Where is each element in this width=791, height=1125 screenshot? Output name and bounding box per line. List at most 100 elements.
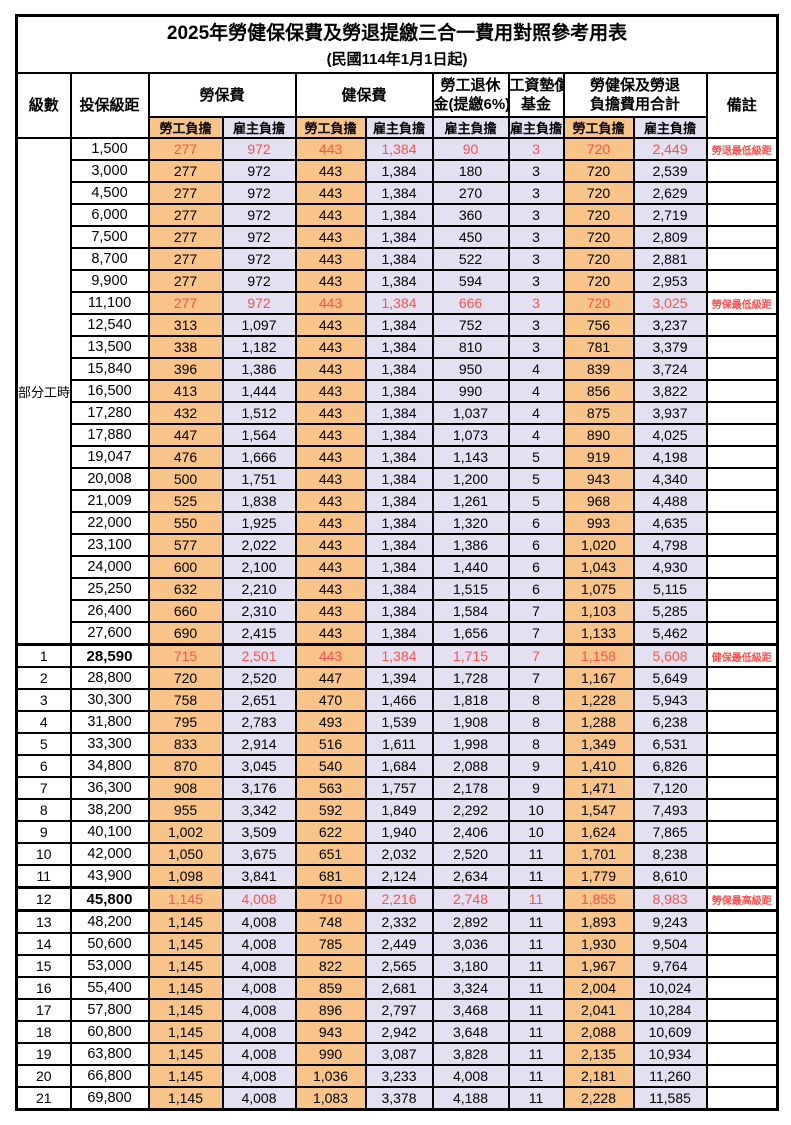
wage-fund-employer-cell: 5 — [507, 445, 565, 469]
pension-employer-cell: 3,036 — [431, 932, 510, 956]
remark-cell — [705, 445, 779, 469]
health-ins-employee-cell: 540 — [294, 754, 367, 778]
labor-ins-employer-cell: 1,751 — [221, 467, 297, 491]
pension-employer-cell: 1,515 — [431, 577, 510, 601]
health-ins-employee-cell: 443 — [294, 137, 367, 161]
pension-employer-cell: 1,818 — [431, 688, 510, 712]
level-cell: 20 — [15, 1064, 72, 1088]
remark-cell — [705, 489, 779, 513]
title-row: 2025年勞健保保費及勞退提繳三合一費用對照參考用表 (民國114年1月1日起) — [15, 14, 779, 74]
bracket-cell: 12,540 — [69, 313, 150, 337]
total-employee-cell: 856 — [562, 379, 635, 403]
total-employee-cell: 1,779 — [562, 864, 635, 889]
pension-employer-cell: 360 — [431, 203, 510, 227]
total-employee-cell: 875 — [562, 401, 635, 425]
pension-employer-cell: 1,143 — [431, 445, 510, 469]
table-row: 24,000 600 2,100 443 1,384 1,440 6 1,043 4,930 — [17, 555, 779, 579]
total-employer-cell: 11,260 — [632, 1064, 708, 1088]
health-ins-employee-cell: 563 — [294, 776, 367, 800]
total-employee-cell: 781 — [562, 335, 635, 359]
total-employee-cell: 1,158 — [562, 643, 635, 668]
remark-cell — [705, 335, 779, 359]
total-employer-cell: 4,198 — [632, 445, 708, 469]
wage-fund-employer-cell: 3 — [507, 181, 565, 205]
table-row: 20 66,800 1,145 4,008 1,036 3,233 4,008 11 2,181… — [15, 1064, 779, 1088]
total-employer-cell: 8,238 — [632, 842, 708, 866]
labor-ins-employer-cell: 2,210 — [221, 577, 297, 601]
health-ins-employee-cell: 943 — [294, 1020, 367, 1044]
table-row: 6,000 277 972 443 1,384 360 3 720 2,719 — [17, 203, 779, 227]
total-employer-cell: 10,024 — [632, 976, 708, 1000]
table-row: 部分工時 1,500 277 972 443 1,384 90 3 720 2,449 勞退最低級距 — [15, 137, 779, 646]
subheader-labor-employer: 雇主負擔 — [221, 116, 297, 139]
level-cell: 16 — [15, 976, 72, 1000]
remark-cell — [705, 269, 779, 293]
bracket-cell: 22,000 — [69, 511, 150, 535]
health-ins-employer-cell: 3,087 — [364, 1042, 434, 1066]
table-row: 14 50,600 1,145 4,008 785 2,449 3,036 11 1,930 9,… — [15, 932, 779, 956]
health-ins-employee-cell: 443 — [294, 643, 367, 668]
level-cell: 15 — [15, 954, 72, 978]
pension-employer-cell: 1,320 — [431, 511, 510, 535]
health-ins-employee-cell: 622 — [294, 820, 367, 844]
labor-ins-employer-cell: 2,310 — [221, 599, 297, 623]
wage-fund-employer-cell: 3 — [507, 247, 565, 271]
labor-ins-employer-cell: 1,666 — [221, 445, 297, 469]
wage-fund-employer-cell: 4 — [507, 423, 565, 447]
labor-ins-employer-cell: 1,444 — [221, 379, 297, 403]
pension-employer-cell: 180 — [431, 159, 510, 183]
level-cell: 8 — [15, 798, 72, 822]
total-employee-cell: 943 — [562, 467, 635, 491]
health-ins-employer-cell: 1,384 — [364, 621, 434, 646]
health-ins-employee-cell: 443 — [294, 269, 367, 293]
labor-ins-employee-cell: 277 — [147, 159, 224, 183]
table-row: 19,047 476 1,666 443 1,384 1,143 5 919 4,198 — [17, 445, 779, 469]
labor-ins-employee-cell: 1,145 — [147, 998, 224, 1022]
labor-ins-employee-cell: 277 — [147, 269, 224, 293]
pension-employer-cell: 1,728 — [431, 666, 510, 690]
total-employee-cell: 720 — [562, 137, 635, 161]
health-ins-employer-cell: 1,384 — [364, 599, 434, 623]
wage-fund-employer-cell: 11 — [507, 1020, 565, 1044]
total-employer-cell: 5,649 — [632, 666, 708, 690]
health-ins-employer-cell: 2,032 — [364, 842, 434, 866]
pension-employer-cell: 1,584 — [431, 599, 510, 623]
labor-ins-employee-cell: 833 — [147, 732, 224, 756]
pension-employer-cell: 1,386 — [431, 533, 510, 557]
wage-fund-employer-cell: 6 — [507, 555, 565, 579]
health-ins-employee-cell: 447 — [294, 666, 367, 690]
total-employer-cell: 5,285 — [632, 599, 708, 623]
total-employer-cell: 3,237 — [632, 313, 708, 337]
health-ins-employer-cell: 1,384 — [364, 445, 434, 469]
total-employer-cell: 2,539 — [632, 159, 708, 183]
total-employer-cell: 5,608 — [632, 643, 708, 668]
total-employer-cell: 2,719 — [632, 203, 708, 227]
wage-fund-employer-cell: 9 — [507, 776, 565, 800]
remark-cell — [705, 313, 779, 337]
total-employee-cell: 2,041 — [562, 998, 635, 1022]
table-row: 13 48,200 1,145 4,008 748 2,332 2,892 11 1,893 9,… — [15, 909, 779, 934]
health-ins-employer-cell: 1,384 — [364, 269, 434, 293]
wage-fund-employer-cell: 3 — [507, 313, 565, 337]
pension-employer-cell: 270 — [431, 181, 510, 205]
bracket-cell: 17,880 — [69, 423, 150, 447]
health-ins-employee-cell: 651 — [294, 842, 367, 866]
remark-cell: 勞退最低級距 — [705, 137, 779, 161]
pension-employer-cell: 4,008 — [431, 1064, 510, 1088]
pension-employer-cell: 990 — [431, 379, 510, 403]
labor-ins-employer-cell: 972 — [221, 137, 297, 161]
table-row: 7 36,300 908 3,176 563 1,757 2,178 9 1,471 7,120 — [15, 776, 779, 800]
health-ins-employee-cell: 443 — [294, 555, 367, 579]
remark-cell — [705, 225, 779, 249]
table-row: 17 57,800 1,145 4,008 896 2,797 3,468 11 2,041 10… — [15, 998, 779, 1022]
total-employer-cell: 4,635 — [632, 511, 708, 535]
total-employer-cell: 3,822 — [632, 379, 708, 403]
labor-ins-employer-cell: 1,097 — [221, 313, 297, 337]
health-ins-employer-cell: 2,797 — [364, 998, 434, 1022]
remark-cell — [705, 864, 779, 889]
total-employer-cell: 10,934 — [632, 1042, 708, 1066]
level-cell: 2 — [15, 666, 72, 690]
labor-ins-employer-cell: 1,386 — [221, 357, 297, 381]
wage-fund-employer-cell: 4 — [507, 357, 565, 381]
page-subtitle: (民國114年1月1日起) — [326, 51, 468, 68]
